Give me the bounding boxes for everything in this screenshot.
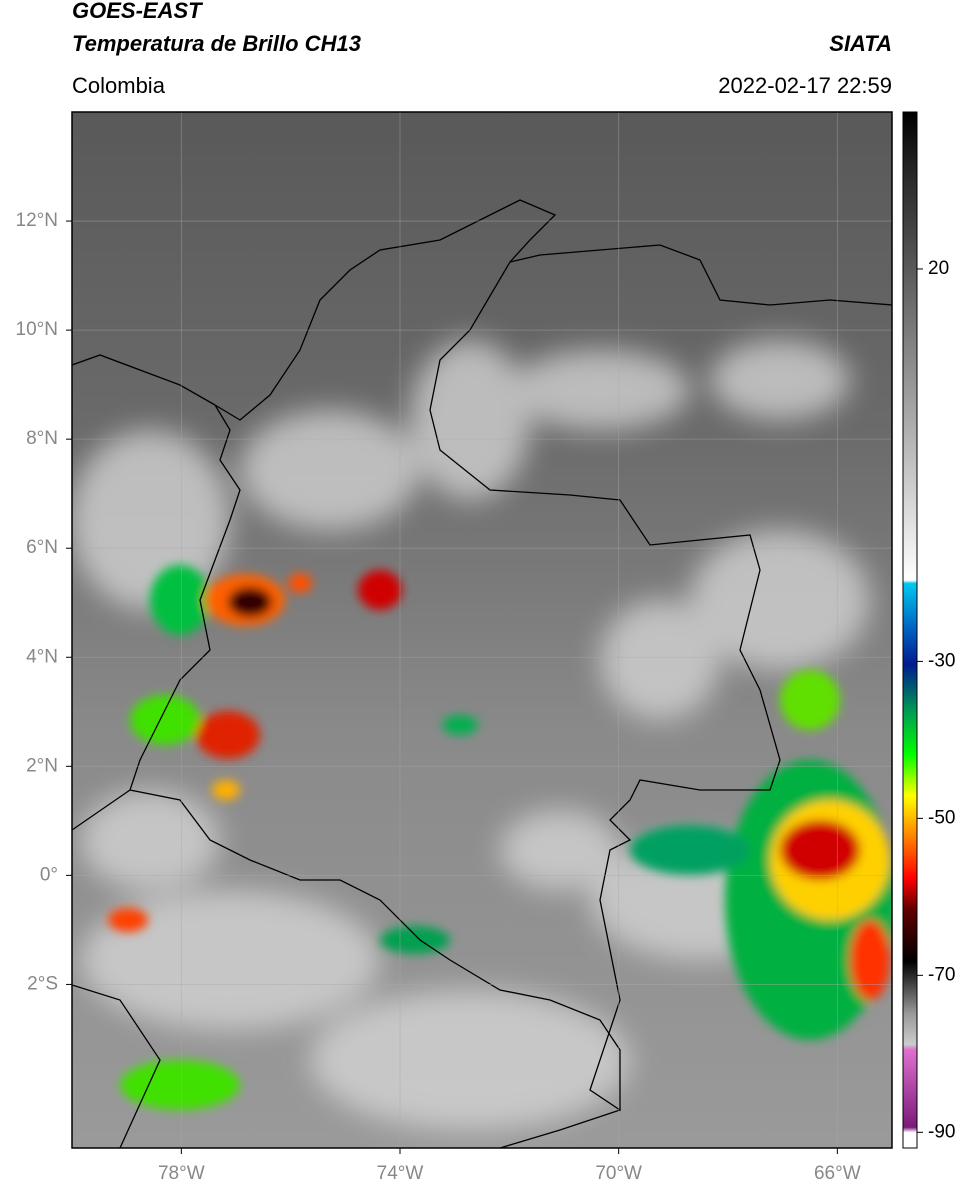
lat-label: 2°S [27,973,58,994]
map [72,112,892,1148]
lon-label: 74°W [377,1163,424,1184]
title: GOES-EAST [72,0,203,23]
region: Colombia [72,73,166,98]
colorbar-label: -30 [928,650,955,671]
source: SIATA [829,31,892,56]
lat-label: 0° [40,864,58,885]
lat-label: 4°N [26,646,58,667]
lon-label: 78°W [158,1163,205,1184]
datetime: 2022-02-17 22:59 [718,73,892,98]
lat-label: 6°N [26,537,58,558]
convection [108,565,892,1110]
lon-label: 70°W [595,1163,642,1184]
colorbar-label: -90 [928,1121,955,1142]
colorbar-label: -50 [928,807,955,828]
clouds [72,340,870,1130]
subtitle: Temperatura de Brillo CH13 [72,31,361,56]
colorbar-label: -70 [928,964,955,985]
map-frame [71,111,893,1149]
lat-label: 8°N [26,428,58,449]
lat-label: 2°N [26,755,58,776]
colorbar [902,111,918,1149]
lat-label: 12°N [16,210,58,231]
lon-label: 66°W [814,1163,861,1184]
borders [72,199,892,1148]
lat-label: 10°N [16,319,58,340]
colorbar-label: 20 [928,258,949,279]
